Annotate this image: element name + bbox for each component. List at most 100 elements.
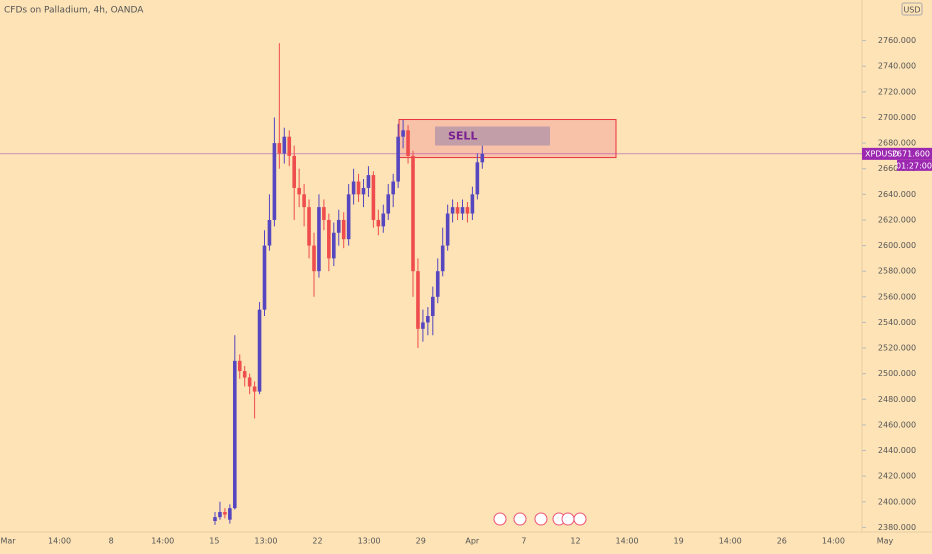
candle-body <box>307 207 311 246</box>
y-tick-label: 2400.000 <box>878 497 916 506</box>
y-tick-label: 2740.000 <box>878 62 916 71</box>
candle-body <box>480 153 485 163</box>
y-tick-label: 2420.000 <box>878 472 916 481</box>
currency: USD <box>903 6 920 15</box>
y-tick-label: 2520.000 <box>878 344 916 353</box>
y-tick-label: 2440.000 <box>878 446 916 455</box>
y-tick-label: 2680.000 <box>878 139 916 148</box>
countdown-label: 01:27:00 <box>896 161 932 170</box>
x-tick-label: 14:00 <box>48 537 71 546</box>
x-tick-label: 14:00 <box>719 537 742 546</box>
candle-body <box>401 130 405 137</box>
candle-body <box>371 175 376 220</box>
candle-body <box>445 213 450 246</box>
candle-body <box>450 207 455 214</box>
candle-body <box>376 219 381 227</box>
candle-body <box>465 207 470 214</box>
candle-body <box>361 187 366 195</box>
candle-body <box>421 322 425 329</box>
x-tick-label: 14:00 <box>151 537 174 546</box>
y-tick-label: 2600.000 <box>878 241 916 250</box>
candle-body <box>396 136 400 182</box>
x-tick-label: 13:00 <box>254 537 277 546</box>
price-tag-bg <box>862 147 932 160</box>
candle-body <box>475 162 480 195</box>
candle-body <box>406 130 410 156</box>
y-tick-label: 2380.000 <box>878 523 916 532</box>
candle-body <box>237 360 242 372</box>
y-tick-label: 2640.000 <box>878 190 916 199</box>
candle-body <box>470 194 475 214</box>
x-tick-label: 7 <box>521 537 526 546</box>
candle-body <box>327 219 331 259</box>
x-tick-label: 22 <box>312 537 322 546</box>
y-tick-label: 2720.000 <box>878 87 916 96</box>
candle-body <box>332 232 336 259</box>
y-tick-label: 2480.000 <box>878 395 916 404</box>
y-tick-label: 2700.000 <box>878 113 916 122</box>
candle-body <box>322 207 326 220</box>
y-tick-label: 2560.000 <box>878 292 916 301</box>
candle-body <box>247 377 252 387</box>
x-tick-label: 14:00 <box>822 537 845 546</box>
sell-label-box <box>435 126 550 146</box>
candle-body <box>460 207 465 214</box>
candle-body <box>228 508 232 520</box>
candle-body <box>336 219 341 233</box>
candle-body <box>455 207 460 214</box>
chart-title: CFDs on Palladium, 4h, OANDA <box>4 6 144 16</box>
candle-body <box>267 219 272 246</box>
countdown-bg <box>897 159 932 171</box>
candle-body <box>302 194 306 208</box>
candle-body <box>411 155 415 272</box>
x-tick-label: 26 <box>777 537 787 546</box>
x-tick-label: 29 <box>416 537 426 546</box>
candle-body <box>277 143 282 154</box>
x-tick-label: 13:00 <box>358 537 381 546</box>
candle-body <box>440 245 445 272</box>
candle-body <box>435 271 440 297</box>
candle-body <box>213 517 217 521</box>
candle-body <box>252 386 257 392</box>
y-tick-label: 2500.000 <box>878 369 916 378</box>
candle-body <box>341 219 346 240</box>
candle-body <box>272 143 277 220</box>
y-tick-label: 2540.000 <box>878 318 916 327</box>
x-tick-label: 19 <box>674 537 684 546</box>
candle-body <box>242 371 247 378</box>
sell-label: SELL <box>448 130 477 143</box>
candle-body <box>262 245 267 310</box>
candle-body <box>356 181 361 195</box>
candle-body <box>386 194 391 214</box>
candle-body <box>233 360 237 509</box>
candle-body <box>287 136 292 156</box>
x-tick-label: Mar <box>0 537 16 546</box>
candle-body <box>317 207 321 272</box>
candle-body <box>426 316 430 323</box>
currency-badge[interactable] <box>901 2 923 16</box>
y-tick-label: 2580.000 <box>878 267 916 276</box>
y-tick-label: 2620.000 <box>878 215 916 224</box>
candle-body <box>391 181 395 195</box>
candle-body <box>346 194 351 240</box>
candle-body <box>431 296 435 317</box>
x-tick-label: 14:00 <box>616 537 639 546</box>
x-tick-label: 8 <box>109 537 114 546</box>
candle-body <box>292 155 296 188</box>
x-tick-label: 15 <box>209 537 219 546</box>
price-label: 2671.600 <box>892 149 930 158</box>
candle-body <box>381 213 386 227</box>
candle-body <box>312 245 316 272</box>
candle-body <box>218 512 222 518</box>
event-icons <box>493 512 587 526</box>
symbol-label: XPDUSD <box>865 149 899 158</box>
x-tick-label: Apr <box>465 537 480 546</box>
candle-body <box>366 175 371 188</box>
candle-body <box>351 181 356 195</box>
candle-body <box>223 512 227 515</box>
x-tick-label: 12 <box>570 537 580 546</box>
candle-body <box>297 187 301 195</box>
y-tick-label: 2760.000 <box>878 36 916 45</box>
y-tick-label: 2460.000 <box>878 420 916 429</box>
